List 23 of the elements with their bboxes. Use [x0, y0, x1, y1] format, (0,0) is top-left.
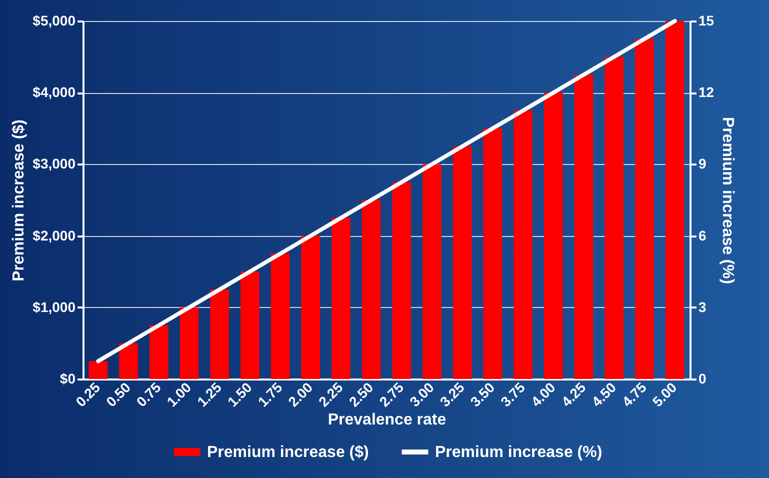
y-tick-label: $4,000 [32, 84, 76, 100]
y2-tick-label: 0 [698, 370, 706, 386]
x-tick-label: 4.00 [528, 378, 559, 410]
legend-label: Premium increase (%) [435, 444, 602, 461]
y-tick-label: $1,000 [32, 298, 76, 315]
y2-tick-label: 12 [698, 84, 714, 100]
y-axis-title: Premium increase ($) [10, 120, 28, 282]
y-tick-label: $5,000 [32, 12, 76, 28]
y2-tick-label: 3 [698, 298, 706, 315]
x-tick-label: 0.50 [102, 378, 134, 410]
y2-tick-label: 15 [698, 12, 714, 28]
x-tick-label: 5.00 [649, 378, 680, 410]
y2-tick-label: 6 [698, 227, 706, 244]
y2-tick-label: 9 [698, 156, 706, 172]
y-tick-label: $3,000 [32, 156, 76, 172]
x-tick-label: 4.50 [588, 378, 620, 410]
x-axis-title: Prevalence rate [328, 412, 446, 429]
legend-label: Premium increase ($) [207, 444, 369, 461]
y-tick-label: $2,000 [32, 227, 76, 244]
x-tick-label: 3.50 [467, 378, 498, 410]
x-tick-label: 3.00 [406, 378, 438, 410]
y-tick-label: $0 [60, 370, 76, 386]
y2-axis-title: Premium increase (%) [719, 116, 736, 284]
